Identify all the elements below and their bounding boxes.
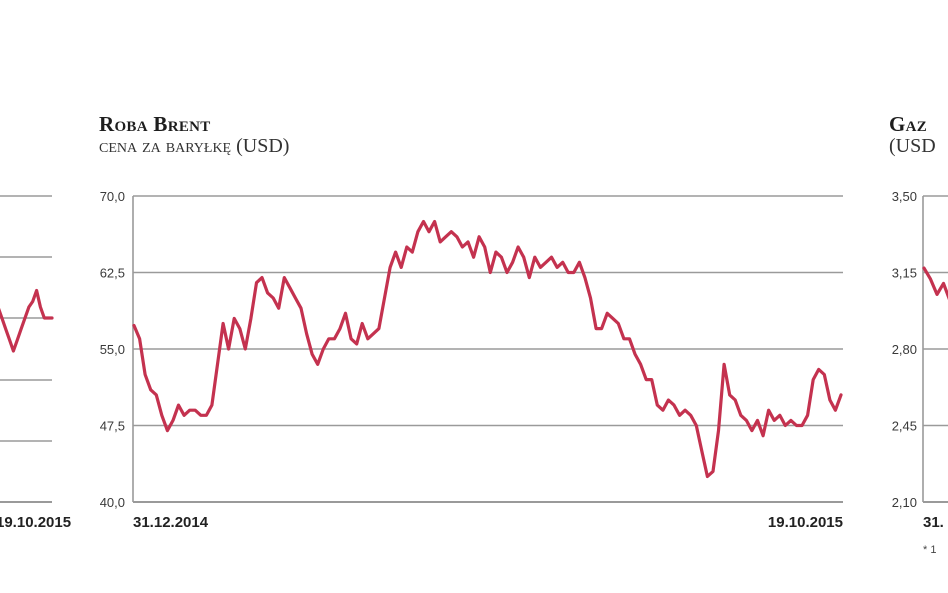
- brent-y-tick: 40,0: [100, 495, 125, 510]
- gas-y-tick: 3,50: [892, 189, 917, 204]
- brent-chart-title: Roba Brent: [99, 112, 211, 136]
- left-chart-partial: 19.10.2015: [0, 195, 71, 531]
- brent-x-label-start: 31.12.2014: [133, 514, 209, 531]
- left-series-line: [0, 288, 54, 353]
- brent-y-tick: 62,5: [100, 266, 125, 281]
- gas-y-tick: 3,15: [892, 266, 917, 281]
- brent-y-tick: 70,0: [100, 189, 125, 204]
- gas-y-tick: 2,80: [892, 342, 917, 357]
- brent-price-chart: 70,0 62,5 55,0 47,5 40,0 31.12.2014 19.10.2015: [100, 189, 843, 531]
- gas-y-tick: 2,10: [892, 495, 917, 510]
- brent-y-tick: 47,5: [100, 419, 125, 434]
- gas-price-chart-partial: 3,50 3,15 2,80 2,45 2,10 31.: [892, 189, 948, 531]
- gas-chart-subtitle: (USD: [889, 135, 936, 157]
- brent-x-label-end: 19.10.2015: [768, 514, 843, 531]
- brent-chart-subtitle: cena za baryłkę (USD): [99, 135, 290, 157]
- gas-chart-title: Gaz: [889, 112, 928, 136]
- gas-chart-footnote: * 1: [923, 544, 937, 556]
- brent-y-tick: 55,0: [100, 342, 125, 357]
- gas-y-tick: 2,45: [892, 419, 917, 434]
- left-x-label-end: 19.10.2015: [0, 514, 71, 531]
- brent-series-line: [132, 219, 843, 479]
- gas-series-line: [922, 266, 948, 301]
- gas-x-label-start: 31.: [923, 514, 944, 531]
